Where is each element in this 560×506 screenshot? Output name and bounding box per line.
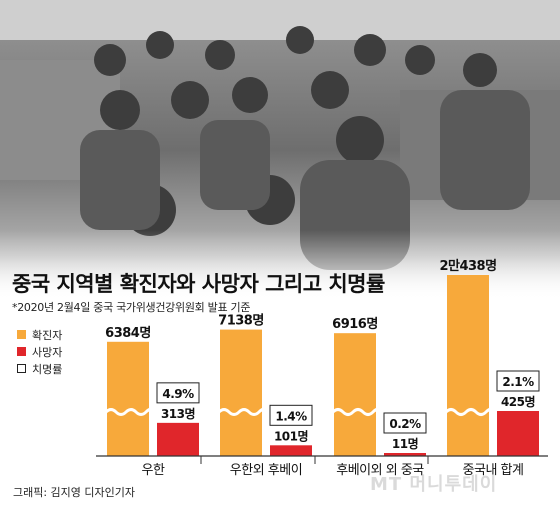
label-fatality: 2.1% [502, 375, 534, 389]
bar-deaths [270, 445, 312, 456]
fatality-box [383, 412, 427, 434]
bar-confirmed [220, 329, 262, 456]
legend-swatch-deaths [17, 347, 26, 356]
legend: 확진자 사망자 치명률 [17, 326, 62, 377]
bar-deaths [497, 411, 539, 456]
label-fatality: 4.9% [162, 387, 194, 401]
legend-label-confirmed: 확진자 [32, 328, 63, 342]
category-label: 후베이외 외 중국 [336, 463, 424, 478]
chart-title: 중국 지역별 확진자와 사망자 그리고 치명률 [12, 272, 385, 296]
category-label: 중국내 합계 [463, 463, 524, 478]
graphic-credit: 그래픽: 김지영 디자인기자 [13, 486, 136, 499]
label-deaths: 11명 [392, 437, 418, 451]
bar-deaths [157, 422, 199, 456]
legend-item-confirmed: 확진자 [17, 326, 62, 343]
axis-break-mark [444, 408, 492, 416]
bar-confirmed [107, 341, 149, 456]
legend-item-deaths: 사망자 [17, 343, 62, 360]
bar-deaths [384, 453, 426, 456]
fatality-box [156, 382, 200, 404]
label-fatality: 0.2% [389, 417, 421, 431]
fatality-box [496, 370, 540, 392]
axis-break-mark [217, 408, 265, 416]
fatality-box [269, 404, 313, 426]
watermark: MT 머니투데이 [370, 474, 498, 495]
label-deaths: 101명 [274, 429, 308, 443]
legend-label-deaths: 사망자 [32, 345, 63, 359]
chart-subtitle: *2020년 2월4일 중국 국가위생건강위원회 발표 기준 [12, 301, 251, 314]
label-confirmed: 6384명 [105, 325, 151, 341]
category-label: 우한외 후베이 [230, 463, 302, 478]
bar-confirmed [334, 333, 376, 456]
axis-break-mark [331, 408, 379, 416]
label-deaths: 313명 [161, 407, 195, 421]
label-confirmed: 6916명 [332, 316, 378, 332]
legend-swatch-confirmed [17, 330, 26, 339]
label-confirmed: 2만438명 [439, 258, 496, 274]
label-fatality: 1.4% [275, 409, 307, 423]
label-deaths: 425명 [501, 395, 535, 409]
label-confirmed: 7138명 [218, 313, 264, 329]
legend-item-fatality: 치명률 [17, 360, 62, 377]
bar-confirmed [447, 275, 489, 456]
legend-swatch-fatality [17, 364, 26, 373]
axis-break-mark [104, 408, 152, 416]
category-label: 우한 [142, 463, 165, 478]
legend-label-fatality: 치명률 [32, 362, 63, 376]
